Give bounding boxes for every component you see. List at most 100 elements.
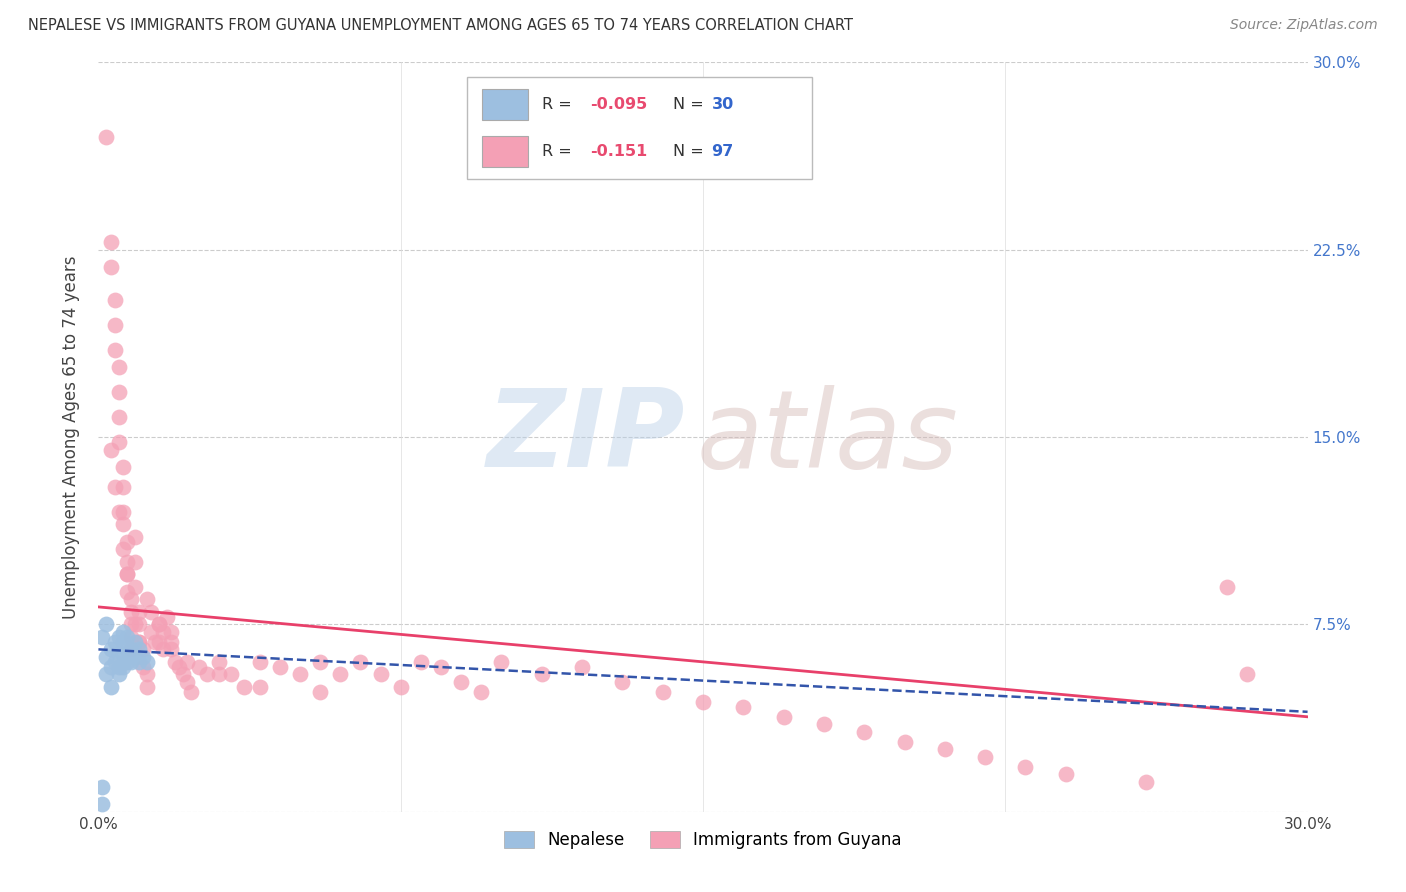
Point [893, 735, 915, 749]
Point [128, 617, 150, 632]
Point [208, 655, 231, 669]
Point [232, 680, 254, 694]
Point [172, 667, 194, 681]
Point [249, 680, 271, 694]
Point [107, 648, 129, 662]
Text: R =: R = [543, 97, 576, 112]
Point [120, 642, 142, 657]
Point [100, 442, 122, 457]
Point [100, 680, 122, 694]
Point [135, 667, 157, 681]
Point [370, 667, 392, 681]
Point [128, 655, 150, 669]
Point [128, 605, 150, 619]
Point [450, 674, 472, 689]
Point [772, 710, 794, 724]
Point [176, 655, 198, 669]
Point [571, 660, 593, 674]
Point [430, 660, 453, 674]
Text: Source: ZipAtlas.com: Source: ZipAtlas.com [1230, 18, 1378, 32]
Legend: Nepalese, Immigrants from Guyana: Nepalese, Immigrants from Guyana [498, 824, 908, 855]
Point [103, 293, 125, 307]
Point [128, 635, 150, 649]
Point [107, 630, 129, 644]
Point [115, 567, 138, 582]
Point [115, 555, 138, 569]
Point [111, 624, 134, 639]
Point [135, 655, 157, 669]
Point [103, 480, 125, 494]
Point [221, 667, 243, 681]
Point [100, 660, 122, 674]
FancyBboxPatch shape [482, 88, 527, 120]
Point [139, 624, 162, 639]
Point [120, 642, 142, 657]
Point [111, 480, 134, 494]
Point [163, 655, 186, 669]
Text: -0.095: -0.095 [591, 97, 648, 112]
Point [115, 630, 138, 644]
Text: ZIP: ZIP [486, 384, 685, 490]
Point [107, 410, 129, 425]
Point [612, 674, 634, 689]
Point [160, 642, 183, 657]
Point [91, 780, 114, 794]
Text: N =: N = [672, 145, 709, 159]
Point [111, 660, 134, 674]
Point [135, 592, 157, 607]
Point [120, 605, 142, 619]
Point [132, 660, 155, 674]
Point [111, 542, 134, 557]
Point [115, 585, 138, 599]
Point [103, 655, 125, 669]
Point [491, 655, 513, 669]
Point [107, 435, 129, 450]
Point [934, 742, 956, 756]
Point [733, 699, 755, 714]
Point [1054, 767, 1077, 781]
Point [124, 617, 146, 632]
Point [128, 635, 150, 649]
Point [107, 505, 129, 519]
Point [1216, 580, 1239, 594]
Point [132, 642, 155, 657]
Point [389, 680, 412, 694]
Point [208, 667, 231, 681]
Point [124, 580, 146, 594]
Point [152, 642, 174, 657]
Point [160, 635, 183, 649]
Point [107, 660, 129, 674]
Point [107, 360, 129, 375]
Text: R =: R = [543, 145, 582, 159]
Point [91, 797, 114, 812]
Point [103, 343, 125, 357]
Point [288, 667, 311, 681]
Point [974, 749, 997, 764]
Point [813, 717, 835, 731]
Point [139, 605, 162, 619]
Y-axis label: Unemployment Among Ages 65 to 74 years: Unemployment Among Ages 65 to 74 years [62, 255, 80, 619]
Point [124, 635, 146, 649]
Point [148, 617, 170, 632]
Point [167, 660, 190, 674]
Point [124, 530, 146, 544]
Point [120, 655, 142, 669]
Point [115, 535, 138, 549]
Point [103, 635, 125, 649]
Point [96, 667, 118, 681]
Point [124, 649, 146, 664]
Point [160, 624, 183, 639]
Point [309, 655, 332, 669]
Point [180, 685, 202, 699]
Point [329, 667, 352, 681]
Point [132, 649, 155, 664]
Point [530, 667, 553, 681]
FancyBboxPatch shape [467, 78, 811, 178]
Point [120, 592, 142, 607]
Point [269, 660, 291, 674]
Point [143, 635, 166, 649]
Point [124, 555, 146, 569]
Point [96, 130, 118, 145]
Point [148, 635, 170, 649]
Point [91, 630, 114, 644]
